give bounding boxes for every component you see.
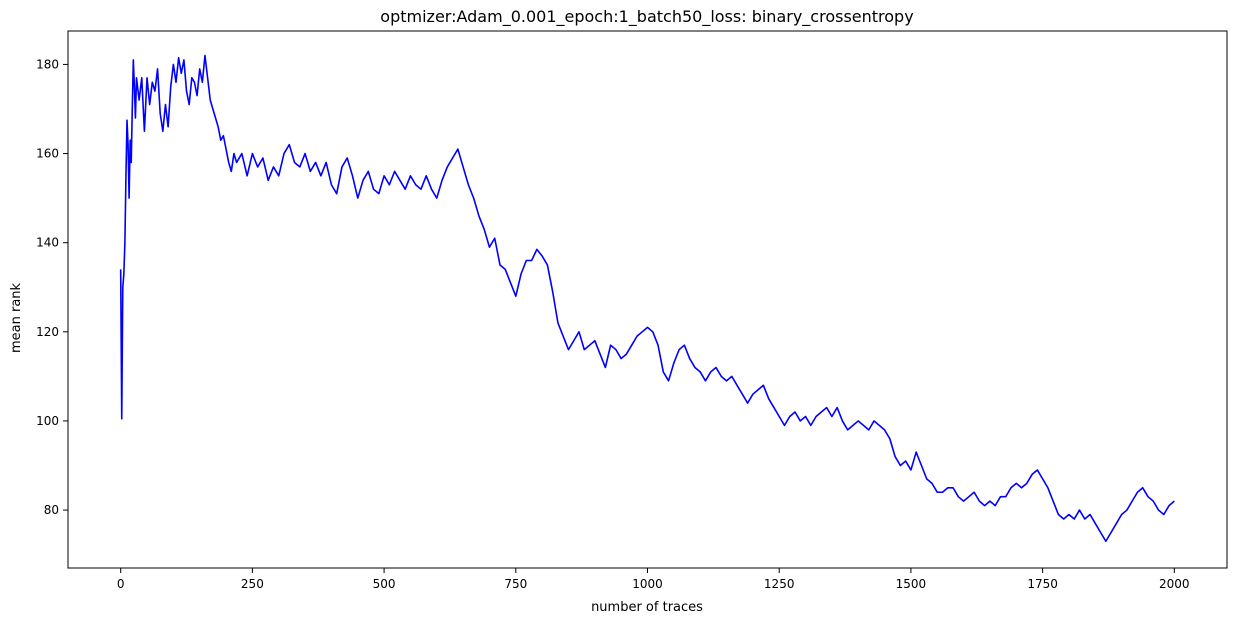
x-tick-label: 2000: [1159, 577, 1190, 591]
y-tick-label: 120: [36, 325, 59, 339]
y-tick-label: 160: [36, 147, 59, 161]
series-line-1: [119, 54, 1175, 543]
x-tick-label: 250: [241, 577, 264, 591]
chart-title: optmizer:Adam_0.001_epoch:1_batch50_loss…: [380, 7, 913, 27]
x-axis-label: number of traces: [591, 600, 703, 615]
x-tick-label: 750: [504, 577, 527, 591]
plot-frame: [67, 30, 1228, 569]
x-tick-label: 1750: [1027, 577, 1058, 591]
y-tick-label: 180: [36, 57, 59, 71]
y-axis-label: mean rank: [9, 282, 24, 353]
y-tick-label: 80: [44, 503, 59, 517]
x-tick-label: 500: [373, 577, 396, 591]
plot-area: 0 250 500 750 1000 1250 1500 1750 2000 80 100 120 14…: [36, 30, 1228, 591]
x-tick-label: 1250: [764, 577, 795, 591]
y-tick-label: 100: [36, 414, 59, 428]
x-tick-label: 1000: [632, 577, 663, 591]
y-tick-label: 140: [36, 236, 59, 250]
x-tick-label: 0: [117, 577, 125, 591]
x-tick-label: 1500: [896, 577, 927, 591]
